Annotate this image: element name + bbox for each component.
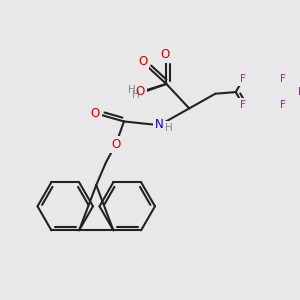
Text: N: N: [155, 118, 164, 131]
Text: F: F: [240, 100, 246, 110]
Text: O: O: [160, 48, 170, 61]
Text: O: O: [91, 107, 100, 120]
Text: H: H: [131, 89, 139, 100]
Text: F: F: [298, 87, 300, 97]
Text: F: F: [280, 100, 286, 110]
Text: O: O: [138, 56, 147, 68]
Text: O: O: [91, 107, 100, 120]
Text: O: O: [136, 85, 145, 98]
Text: F: F: [298, 87, 300, 97]
Text: O: O: [111, 138, 120, 151]
Text: H: H: [128, 85, 136, 95]
Text: F: F: [240, 74, 246, 84]
Text: O: O: [138, 56, 147, 68]
Text: F: F: [240, 74, 246, 84]
Text: F: F: [280, 74, 286, 84]
Text: O: O: [111, 138, 120, 151]
Text: H: H: [131, 89, 139, 100]
Text: H: H: [165, 123, 173, 133]
Text: O: O: [136, 85, 145, 98]
Text: F: F: [280, 100, 286, 110]
Text: O: O: [160, 48, 170, 61]
Text: N: N: [155, 118, 164, 131]
Text: F: F: [240, 100, 246, 110]
Text: F: F: [280, 74, 286, 84]
Text: H: H: [128, 85, 136, 95]
Text: H: H: [165, 123, 173, 133]
